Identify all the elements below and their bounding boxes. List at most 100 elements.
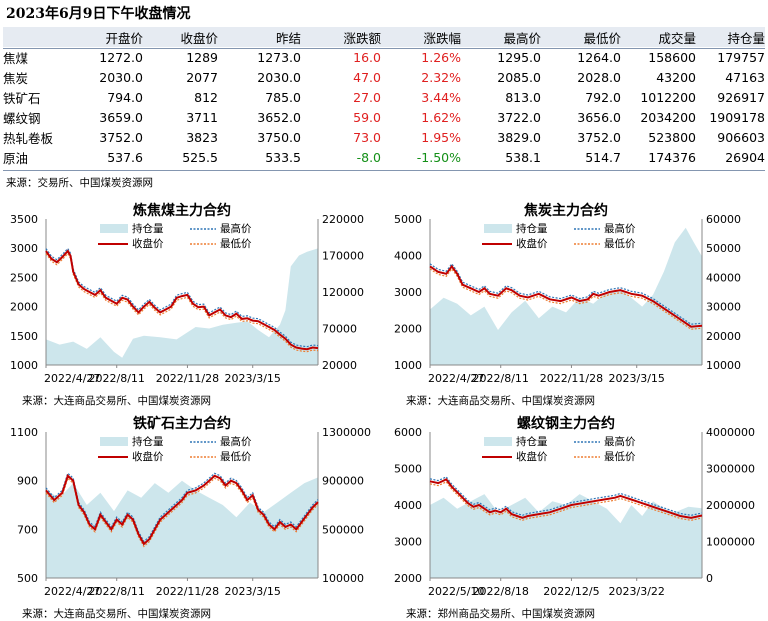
table-cell: 73.0 bbox=[353, 129, 381, 145]
legend-oi-swatch bbox=[484, 437, 512, 446]
table-cell: 2085.0 bbox=[497, 69, 541, 85]
legend-close-label: 收盘价 bbox=[132, 450, 164, 463]
chart-coke: 1000 2000 3000 4000 5000 10000 20000 30000 40000… bbox=[384, 197, 768, 408]
table-cell: 158600 bbox=[648, 49, 696, 65]
table-cell: 3659.0 bbox=[99, 109, 143, 125]
low-price-line bbox=[429, 481, 703, 521]
y2-tick-label: 120000 bbox=[322, 286, 364, 299]
legend-close-label: 收盘价 bbox=[516, 237, 548, 250]
legend-oi-label: 持仓量 bbox=[516, 222, 548, 235]
chart-title: 铁矿石主力合约 bbox=[133, 415, 231, 432]
table-cell: 3.44% bbox=[421, 89, 461, 105]
x-tick-label: 2022/8/18 bbox=[473, 585, 529, 598]
table-cell: 27.0 bbox=[353, 89, 381, 105]
table-header-row: 开盘价 收盘价 昨结 涨跌额 涨跌幅 最高价 最低价 成交量 持仓量 bbox=[3, 27, 765, 47]
y2-tick-label: 70000 bbox=[322, 323, 357, 336]
y-tick-label: 1000 bbox=[394, 359, 422, 372]
table-cell: 523800 bbox=[648, 129, 696, 145]
y2-tick-label: 20000 bbox=[706, 330, 741, 343]
table-cell: 2.32% bbox=[421, 69, 461, 85]
table-row: 焦炭 2030.0 2077 2030.0 47.0 2.32% 2085.0 2028.0 4… bbox=[3, 67, 765, 87]
table-cell: 2077 bbox=[186, 69, 218, 85]
y-tick-label: 3000 bbox=[10, 242, 38, 255]
x-tick-label: 2022/12/5 bbox=[543, 585, 599, 598]
commodity-name: 螺纹钢 bbox=[3, 110, 41, 126]
y2-tick-label: 30000 bbox=[706, 301, 741, 314]
table-cell: 514.7 bbox=[585, 149, 621, 165]
y-tick-label: 2500 bbox=[10, 271, 38, 284]
x-tick-label: 2022/5/10 bbox=[428, 585, 484, 598]
legend-low-label: 最低价 bbox=[604, 450, 636, 463]
column-header: 昨结 bbox=[275, 30, 301, 46]
legend-high-label: 最高价 bbox=[604, 222, 636, 235]
legend-low-label: 最低价 bbox=[220, 450, 252, 463]
table-row: 原油 537.6 525.5 533.5 -8.0 -1.50% 538.1 514.7 174… bbox=[3, 147, 765, 167]
low-price-line bbox=[45, 252, 319, 353]
open-interest-area bbox=[46, 248, 318, 365]
table-cell: 3722.0 bbox=[497, 109, 541, 125]
x-tick-label: 2022/4/27 bbox=[428, 372, 484, 385]
table-cell: 3752.0 bbox=[577, 129, 621, 145]
x-tick-label: 2022/4/27 bbox=[44, 585, 100, 598]
column-header: 持仓量 bbox=[727, 30, 765, 46]
y2-tick-label: 20000 bbox=[322, 359, 357, 372]
y-tick-label: 6000 bbox=[394, 426, 422, 439]
chart-coking-coal: 1000 1500 2000 2500 3000 3500 20000 70000 120000… bbox=[0, 197, 384, 408]
y2-tick-label: 40000 bbox=[706, 271, 741, 284]
chart-svg: 1000 1500 2000 2500 3000 3500 20000 70000 120000… bbox=[10, 202, 364, 407]
table-cell: 2028.0 bbox=[577, 69, 621, 85]
table-cell: 1012200 bbox=[640, 89, 696, 105]
column-header: 涨跌额 bbox=[343, 30, 381, 46]
high-price-line bbox=[45, 247, 319, 348]
table-cell: 794.0 bbox=[107, 89, 143, 105]
legend-oi-label: 持仓量 bbox=[132, 435, 164, 448]
table-cell: 3656.0 bbox=[577, 109, 621, 125]
chart-source: 来源：大连商品交易所、中国煤炭资源网 bbox=[22, 607, 211, 620]
legend-high-label: 最高价 bbox=[220, 222, 252, 235]
legend-close-label: 收盘价 bbox=[516, 450, 548, 463]
x-tick-label: 2022/8/11 bbox=[473, 372, 529, 385]
column-header: 最低价 bbox=[583, 30, 621, 46]
chart-source: 来源：郑州商品交易所、中国煤炭资源网 bbox=[406, 607, 595, 620]
header-divider bbox=[3, 48, 765, 49]
y2-tick-label: 170000 bbox=[322, 250, 364, 263]
legend-high-label: 最高价 bbox=[220, 435, 252, 448]
column-header: 涨跌幅 bbox=[423, 30, 461, 46]
column-header bbox=[3, 27, 65, 47]
commodity-name: 铁矿石 bbox=[3, 90, 41, 106]
chart-source: 来源：大连商品交易所、中国煤炭资源网 bbox=[22, 394, 211, 407]
y-tick-label: 700 bbox=[17, 523, 38, 536]
legend-low-label: 最低价 bbox=[604, 237, 636, 250]
table-cell: 3750.0 bbox=[257, 129, 301, 145]
open-interest-area bbox=[430, 494, 702, 578]
table-cell: -8.0 bbox=[356, 149, 381, 165]
high-price-line bbox=[429, 262, 703, 325]
table-cell: 1272.0 bbox=[99, 49, 143, 65]
table-cell: 812 bbox=[194, 89, 218, 105]
x-tick-label: 2023/3/22 bbox=[609, 585, 665, 598]
table-cell: 59.0 bbox=[353, 109, 381, 125]
table-cell: 538.1 bbox=[505, 149, 541, 165]
table-cell: 533.5 bbox=[265, 149, 301, 165]
y-tick-label: 5000 bbox=[394, 463, 422, 476]
table-row: 热轧卷板 3752.0 3823 3750.0 73.0 1.95% 3829.0 3752.… bbox=[3, 127, 765, 147]
table-row: 焦煤 1272.0 1289 1273.0 16.0 1.26% 1295.0 1264.0 1… bbox=[3, 47, 765, 67]
commodity-name: 焦炭 bbox=[3, 70, 29, 86]
chart-rebar: 2000 3000 4000 5000 6000 0 1000000 2000000 30000… bbox=[384, 410, 768, 621]
table-cell: 537.6 bbox=[107, 149, 143, 165]
y2-tick-label: 60000 bbox=[706, 213, 741, 226]
quote-table: 开盘价 收盘价 昨结 涨跌额 涨跌幅 最高价 最低价 成交量 持仓量 焦煤 1272.0 1289 1… bbox=[3, 27, 765, 167]
table-cell: 926917 bbox=[717, 89, 765, 105]
high-price-line bbox=[429, 476, 703, 516]
y2-tick-label: 100000 bbox=[322, 572, 364, 585]
legend-oi-label: 持仓量 bbox=[516, 435, 548, 448]
chart-title: 螺纹钢主力合约 bbox=[517, 415, 615, 432]
table-cell: 47163 bbox=[725, 69, 765, 85]
table-cell: 26904 bbox=[725, 149, 765, 165]
table-cell: 16.0 bbox=[353, 49, 381, 65]
open-interest-area bbox=[46, 477, 318, 578]
y-tick-label: 3500 bbox=[10, 213, 38, 226]
table-cell: 2030.0 bbox=[257, 69, 301, 85]
